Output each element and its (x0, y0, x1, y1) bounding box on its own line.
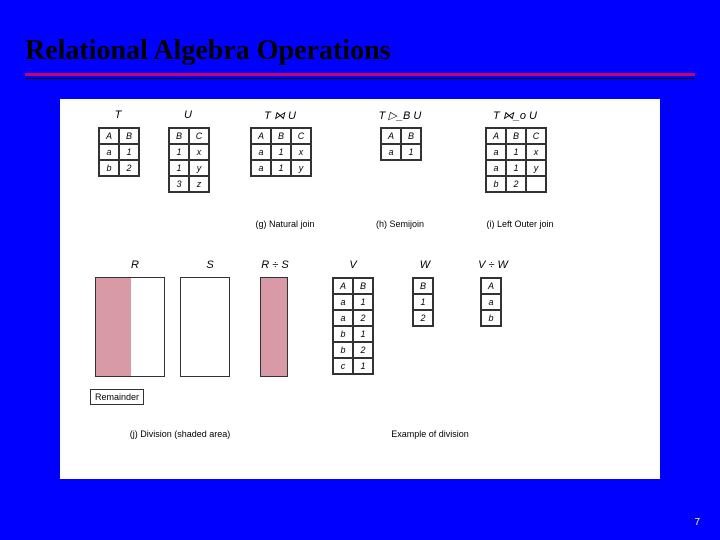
label-TU-semi: T ▷_B U (370, 109, 430, 122)
td: a (251, 144, 271, 160)
title-area: Relational Algebra Operations (0, 0, 720, 87)
table-VW: A a b (480, 277, 502, 327)
td: a (333, 294, 353, 310)
th: C (526, 128, 546, 144)
label-W: W (410, 259, 440, 271)
td: 1 (353, 294, 373, 310)
td: 2 (353, 342, 373, 358)
td: a (99, 144, 119, 160)
label-TU-outer: T ⋈_o U (480, 109, 550, 122)
table-TU-natural: A B C a 1 x a 1 y (250, 127, 312, 177)
td: 2 (413, 310, 433, 326)
caption-semijoin: (h) Semijoin (360, 219, 440, 229)
box-S (180, 277, 230, 377)
th: C (291, 128, 311, 144)
th: B (119, 128, 139, 144)
td: y (291, 160, 311, 176)
th: A (481, 278, 501, 294)
td: 2 (119, 160, 139, 176)
page-title: Relational Algebra Operations (25, 35, 695, 67)
label-VW: V ÷ W (468, 259, 518, 271)
label-S: S (195, 259, 225, 271)
td: 1 (401, 144, 421, 160)
td: 1 (353, 358, 373, 374)
td: x (291, 144, 311, 160)
table-TU-outer: A B C a 1 x a 1 y b 2 (485, 127, 547, 193)
label-R: R (120, 259, 150, 271)
shaded-R (96, 278, 131, 376)
td: 2 (506, 176, 526, 192)
th: B (413, 278, 433, 294)
caption-example-division: Example of division (370, 429, 490, 439)
td: b (481, 310, 501, 326)
td: z (189, 176, 209, 192)
td: 1 (506, 144, 526, 160)
label-RS: R ÷ S (250, 259, 300, 271)
td (526, 176, 546, 192)
td: 1 (271, 144, 291, 160)
th: A (381, 128, 401, 144)
td: b (99, 160, 119, 176)
caption-left-outer-join: (i) Left Outer join (470, 219, 570, 229)
th: A (99, 128, 119, 144)
td: 1 (169, 160, 189, 176)
td: 1 (119, 144, 139, 160)
td: a (486, 160, 506, 176)
td: a (251, 160, 271, 176)
caption-division: (j) Division (shaded area) (105, 429, 255, 439)
label-TU-natural: T ⋈ U (250, 109, 310, 122)
box-RS (260, 277, 288, 377)
diagram-panel: T A B a 1 b 2 U B C 1 x 1 y 3 z (60, 99, 660, 479)
table-T: A B a 1 b 2 (98, 127, 140, 177)
remainder-label: Remainder (90, 389, 144, 405)
td: x (189, 144, 209, 160)
th: C (189, 128, 209, 144)
td: c (333, 358, 353, 374)
page-number: 7 (694, 517, 700, 528)
th: B (169, 128, 189, 144)
td: 1 (413, 294, 433, 310)
td: a (481, 294, 501, 310)
label-V: V (338, 259, 368, 271)
td: 1 (271, 160, 291, 176)
table-V: A B a1 a2 b1 b2 c1 (332, 277, 374, 375)
td: 2 (353, 310, 373, 326)
td: b (333, 342, 353, 358)
label-U: U (168, 109, 208, 121)
label-T: T (98, 109, 138, 121)
td: a (333, 310, 353, 326)
td: 1 (353, 326, 373, 342)
td: 1 (169, 144, 189, 160)
title-underline (25, 73, 695, 76)
caption-natural-join: (g) Natural join (240, 219, 330, 229)
td: a (486, 144, 506, 160)
th: A (251, 128, 271, 144)
th: B (353, 278, 373, 294)
td: x (526, 144, 546, 160)
table-U: B C 1 x 1 y 3 z (168, 127, 210, 193)
table-TU-semi: A B a 1 (380, 127, 422, 161)
th: B (506, 128, 526, 144)
th: B (401, 128, 421, 144)
box-R (95, 277, 165, 377)
th: B (271, 128, 291, 144)
th: A (486, 128, 506, 144)
th: A (333, 278, 353, 294)
td: 3 (169, 176, 189, 192)
td: y (189, 160, 209, 176)
td: b (486, 176, 506, 192)
td: y (526, 160, 546, 176)
td: b (333, 326, 353, 342)
td: 1 (506, 160, 526, 176)
table-W: B 1 2 (412, 277, 434, 327)
title-thinline (25, 78, 695, 79)
td: a (381, 144, 401, 160)
